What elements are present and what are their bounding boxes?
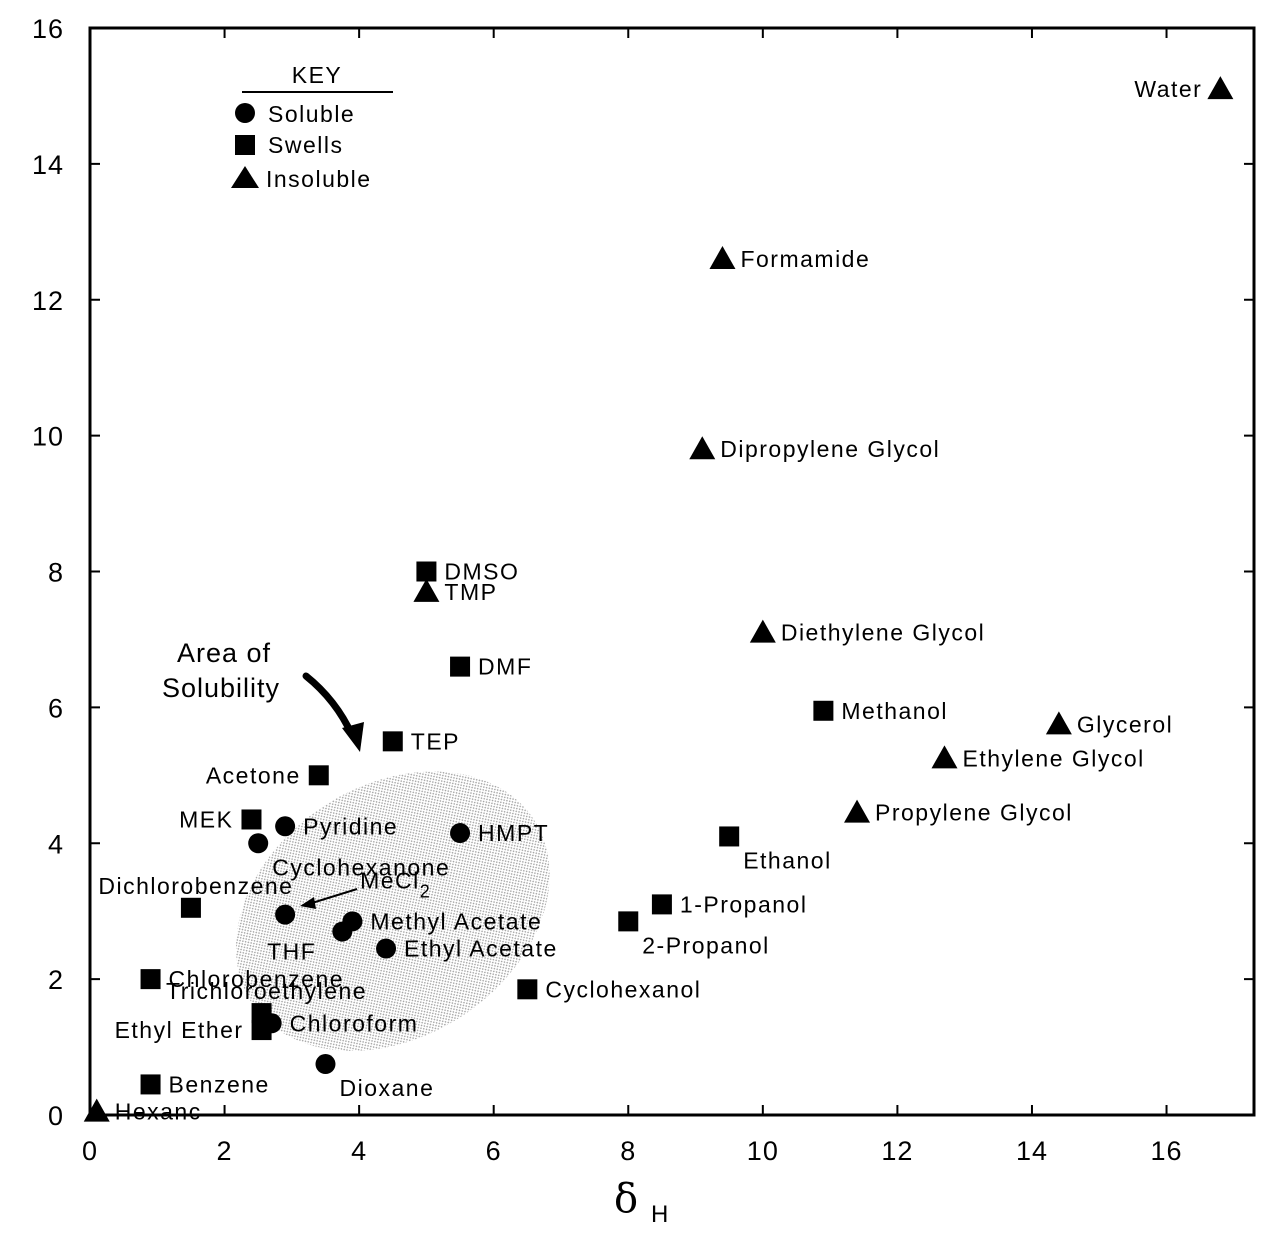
point-methanol-swells xyxy=(813,700,834,721)
point-dipropylene-glycol-insoluble xyxy=(689,436,716,460)
x-tick-label: 16 xyxy=(1151,1136,1183,1166)
point-1-propanol-swells xyxy=(651,894,672,915)
legend-soluble-marker xyxy=(235,103,255,123)
label-cyclohexanone: Cyclohexanone xyxy=(272,854,450,880)
label-ethylene-glycol: Ethylene Glycol xyxy=(962,745,1144,771)
point-mecl2-soluble xyxy=(275,904,296,925)
point-tep-swells xyxy=(382,731,403,752)
label-methyl-acetate: Methyl Acetate xyxy=(370,908,542,934)
x-axis-label: δ H xyxy=(614,1176,668,1228)
label-hmpt: HMPT xyxy=(478,820,549,846)
x-tick-label: 0 xyxy=(82,1136,98,1166)
point-chloroform-soluble xyxy=(261,1013,282,1034)
label-trichloroethylene: Trichloroethylene xyxy=(166,978,367,1004)
y-tick-label: 6 xyxy=(48,693,64,723)
label-hexane: Hexanc xyxy=(115,1099,202,1125)
label-methanol: Methanol xyxy=(841,698,948,724)
legend: KEY Soluble Swells Insoluble xyxy=(231,62,393,192)
x-axis-label-subscript: H xyxy=(651,1201,668,1228)
x-tick-label: 2 xyxy=(217,1136,233,1166)
label-2-propanol: 2-Propanol xyxy=(642,932,770,958)
point-dichlorobenzene-swells xyxy=(180,897,201,918)
label-glycerol: Glycerol xyxy=(1077,711,1173,737)
point-dioxane-soluble xyxy=(315,1054,336,1075)
point-chlorobenzene-swells xyxy=(140,969,161,990)
point-cyclohexanol-swells xyxy=(517,979,538,1000)
point-acetone-swells xyxy=(308,765,329,786)
legend-swells-label: Swells xyxy=(268,132,343,158)
y-tick-label: 2 xyxy=(48,965,64,995)
x-tick-label: 12 xyxy=(881,1136,913,1166)
x-tick-label: 10 xyxy=(747,1136,779,1166)
solubility-region xyxy=(235,771,550,1051)
y-tick-label: 10 xyxy=(32,422,64,452)
point-2-propanol-swells xyxy=(618,911,639,932)
point-cyclohexanone-soluble xyxy=(248,833,269,854)
label-ethyl-ether: Ethyl Ether xyxy=(115,1017,244,1043)
label-acetone: Acetone xyxy=(206,762,301,788)
point-ethanol-swells xyxy=(719,826,740,847)
point-water-insoluble xyxy=(1207,76,1234,100)
mecl2-leader xyxy=(300,888,358,909)
x-tick-label: 8 xyxy=(620,1136,636,1166)
y-tick-label: 0 xyxy=(48,1101,64,1131)
label-ethanol: Ethanol xyxy=(743,847,832,873)
label-chloroform: Chloroform xyxy=(290,1010,419,1036)
point-glycerol-insoluble xyxy=(1045,711,1072,735)
label-mek: MEK xyxy=(179,806,233,832)
point-formamide-insoluble xyxy=(709,245,736,269)
label-propylene-glycol: Propylene Glycol xyxy=(875,800,1073,826)
point-mek-swells xyxy=(241,809,262,830)
y-tick-label: 4 xyxy=(48,829,64,859)
label-formamide: Formamide xyxy=(740,246,870,272)
annotation-arrowhead xyxy=(342,722,364,752)
label-benzene: Benzene xyxy=(169,1071,270,1097)
y-tick-label: 8 xyxy=(48,558,64,588)
label-tmp: TMP xyxy=(444,579,497,605)
label-1-propanol: 1-Propanol xyxy=(680,891,808,917)
label-dmso: DMSO xyxy=(444,559,519,585)
y-tick-label: 14 xyxy=(32,150,64,180)
point-benzene-swells xyxy=(140,1074,161,1095)
label-dichlorobenzene: Dichlorobenzene xyxy=(98,873,293,899)
point-hmpt-soluble xyxy=(450,823,471,844)
x-tick-label: 6 xyxy=(486,1136,502,1166)
y-tick-label: 16 xyxy=(32,14,64,44)
label-water: Water xyxy=(1134,76,1202,102)
point-diethylene-glycol-insoluble xyxy=(749,619,776,643)
legend-insoluble-label: Insoluble xyxy=(266,166,372,192)
label-dipropylene-glycol: Dipropylene Glycol xyxy=(720,436,940,462)
annotation-arrow xyxy=(302,672,356,739)
y-tick-label: 12 xyxy=(32,286,64,316)
solubility-annotation: Area of Solubility xyxy=(162,638,364,752)
legend-title: KEY xyxy=(292,62,343,88)
x-axis-label-delta: δ xyxy=(614,1176,638,1222)
label-dmf: DMF xyxy=(478,654,532,680)
point-ethylene-glycol-insoluble xyxy=(931,745,958,769)
annotation-line-2: Solubility xyxy=(162,673,280,703)
label-diethylene-glycol: Diethylene Glycol xyxy=(781,620,985,646)
point-propylene-glycol-insoluble xyxy=(844,799,871,823)
label-pyridine: Pyridine xyxy=(303,813,398,839)
point-hexane-insoluble xyxy=(83,1098,110,1122)
point-pyridine-soluble xyxy=(275,816,296,837)
point-dmf-swells xyxy=(450,656,471,677)
legend-soluble-label: Soluble xyxy=(268,101,355,127)
label-ethyl-acetate: Ethyl Acetate xyxy=(404,936,558,962)
legend-swells-marker xyxy=(235,135,255,155)
label-cyclohexanol: Cyclohexanol xyxy=(545,976,701,1002)
label-chlorobenzene: Chlorobenzene xyxy=(169,966,345,992)
label-tep: TEP xyxy=(411,728,460,754)
legend-insoluble-marker xyxy=(231,166,259,188)
x-tick-label: 14 xyxy=(1016,1136,1048,1166)
point-dmso-swells xyxy=(416,561,437,582)
label-dioxane: Dioxane xyxy=(339,1075,434,1101)
point-ethyl-acetate-soluble xyxy=(376,938,397,959)
annotation-line-1: Area of xyxy=(177,638,271,668)
label-thf: THF xyxy=(267,939,316,965)
point-tmp-insoluble xyxy=(413,578,440,602)
point-thf-soluble xyxy=(332,921,353,942)
x-tick-label: 4 xyxy=(351,1136,367,1166)
